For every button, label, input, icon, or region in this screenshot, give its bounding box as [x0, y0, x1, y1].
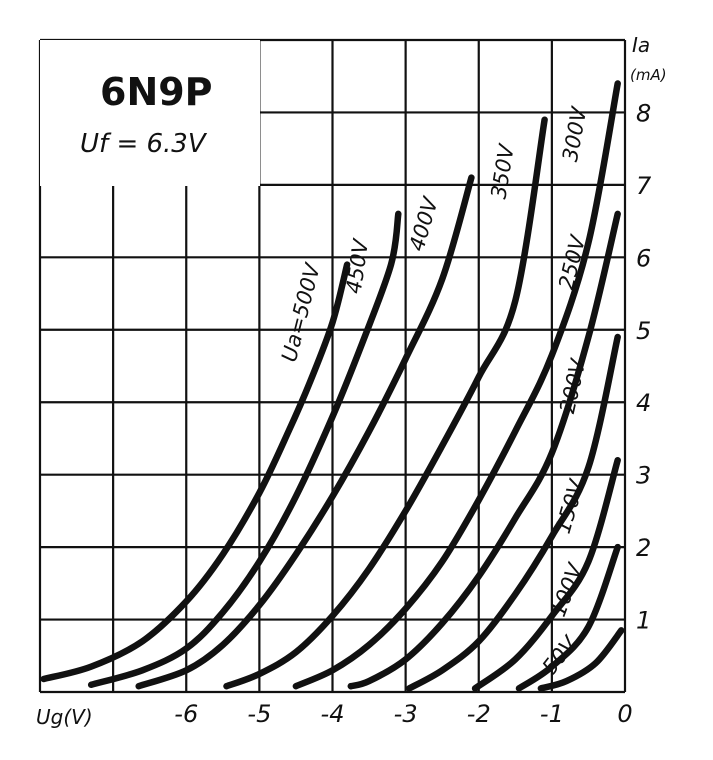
series-label-2: 400V — [405, 193, 444, 254]
series-label-6: 200V — [555, 356, 591, 416]
curves — [40, 80, 625, 692]
y-tick-label: 2 — [636, 534, 651, 562]
series-curve-9 — [537, 627, 625, 692]
x-tick-label: -1 — [540, 700, 564, 728]
x-axis-label: Ug(V) — [36, 705, 93, 729]
series-curve-1 — [87, 210, 402, 689]
y-tick-label: 6 — [636, 244, 651, 272]
chart-title: 6N9P — [100, 70, 213, 114]
series-label-7: 150V — [551, 476, 590, 537]
y-tick-label: 5 — [636, 317, 651, 345]
series-label-0: Ua=500V — [277, 260, 325, 365]
x-tick-label: -2 — [467, 700, 491, 728]
series-curve-3 — [223, 116, 548, 690]
series-curve-8 — [515, 543, 621, 692]
y-tick-label: 8 — [636, 99, 651, 127]
series-curve-5 — [347, 210, 621, 690]
x-ticks: -6 -5 -4 -3 -2 -1 0 — [174, 700, 632, 728]
x-tick-label: -3 — [394, 700, 418, 728]
series-curve-4 — [292, 80, 621, 690]
y-tick-label: 4 — [636, 389, 651, 417]
y-ticks: 1 2 3 4 5 6 7 8 — [636, 99, 652, 634]
y-axis-unit: (mA) — [630, 66, 667, 84]
x-tick-label: -4 — [321, 700, 345, 728]
series-curve-6 — [406, 333, 621, 692]
x-tick-label: -6 — [174, 700, 198, 728]
series-labels: Ua=500V 450V400V350V300V250V200V150V100V5… — [277, 104, 592, 679]
series-curve-7 — [471, 456, 621, 692]
x-tick-label: -5 — [247, 700, 271, 728]
y-tick-label: 1 — [636, 607, 651, 635]
y-axis-label: Ia — [632, 33, 650, 57]
title-box: 6N9P Uf = 6.3V — [40, 40, 260, 186]
x-tick-label: 0 — [617, 700, 632, 728]
series-label-1: 450V — [342, 236, 374, 295]
y-tick-label: 7 — [636, 172, 652, 200]
y-tick-label: 3 — [636, 462, 651, 490]
series-label-3: 350V — [486, 141, 519, 200]
series-curve-0 — [40, 261, 351, 683]
chart-subtitle: Uf = 6.3V — [80, 129, 208, 159]
series-curve-2 — [135, 174, 475, 690]
